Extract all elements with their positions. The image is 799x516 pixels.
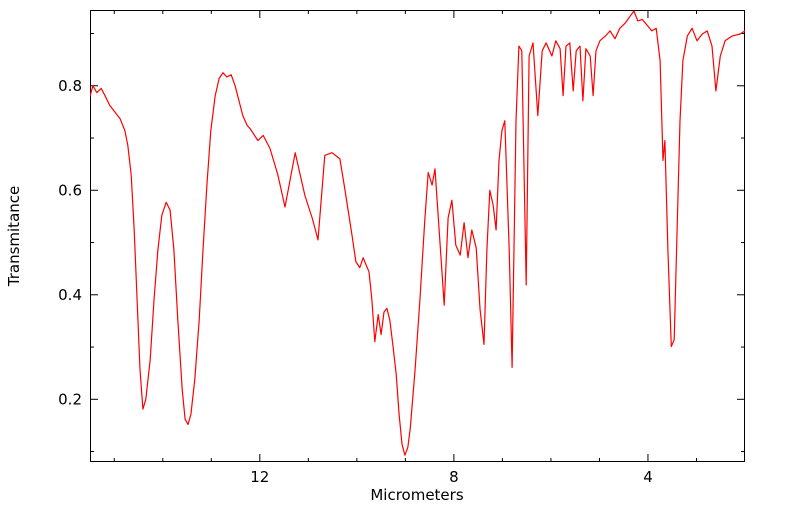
x-tick-label: 8	[449, 468, 459, 486]
y-tick-label: 0.8	[58, 77, 82, 95]
y-axis-label: Transmitance	[5, 186, 23, 287]
plot-frame	[90, 10, 745, 462]
y-tick-label: 0.6	[58, 181, 82, 199]
x-axis-label: Micrometers	[370, 486, 463, 504]
x-tick-label: 12	[250, 468, 269, 486]
x-tick-label: 4	[643, 468, 653, 486]
y-tick-label: 0.4	[58, 286, 82, 304]
axis-tick-labels: 12 8 4 0.2 0.4 0.6 0.8	[58, 77, 653, 486]
axis-ticks	[90, 10, 745, 462]
y-tick-label: 0.2	[58, 390, 82, 408]
spectrum-line	[90, 10, 745, 456]
